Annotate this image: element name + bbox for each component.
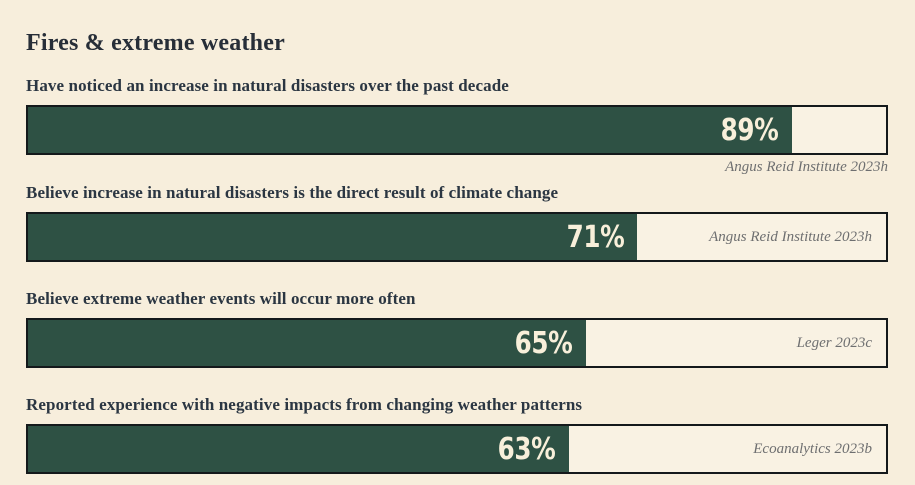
bar-fill: 71%	[28, 214, 638, 260]
bar-fill: 65%	[28, 320, 586, 366]
stat-label: Reported experience with negative impact…	[26, 395, 583, 414]
stat-row-climate-change-result: Believe increase in natural disasters is…	[26, 183, 888, 262]
bar-value-label: 71%	[566, 219, 625, 255]
source-citation: Leger 2023c	[796, 334, 872, 351]
bar-value-label: 65%	[515, 325, 573, 361]
bar-remainder: Angus Reid Institute 2023h	[792, 107, 886, 153]
source-citation: Angus Reid Institute 2023h	[709, 228, 872, 245]
stat-label: Have noticed an increase in natural disa…	[26, 76, 509, 95]
stat-label: Believe increase in natural disasters is…	[26, 183, 559, 202]
bar-remainder: Leger 2023c	[586, 320, 886, 366]
stat-row-negative-impacts-experience: Reported experience with negative impact…	[26, 395, 888, 474]
bar-fill: 89%	[28, 107, 792, 153]
bar-track: 63% Ecoanalytics 2023b	[26, 424, 888, 474]
stat-row-extreme-weather-more-often: Believe extreme weather events will occu…	[26, 289, 888, 368]
bar-track: 71% Angus Reid Institute 2023h	[26, 212, 888, 262]
stat-label: Believe extreme weather events will occu…	[26, 289, 416, 308]
source-citation: Ecoanalytics 2023b	[753, 440, 872, 457]
source-citation: Angus Reid Institute 2023h	[725, 159, 888, 175]
bar-remainder: Ecoanalytics 2023b	[569, 426, 886, 472]
stat-row-natural-disasters-increase: Have noticed an increase in natural disa…	[26, 76, 888, 176]
bar-value-label: 89%	[720, 112, 779, 148]
bar-value-label: 63%	[497, 431, 556, 467]
bar-track: 89% Angus Reid Institute 2023h	[26, 105, 888, 155]
bar-remainder: Angus Reid Institute 2023h	[637, 214, 886, 260]
bar-fill: 63%	[28, 426, 569, 472]
bar-track: 65% Leger 2023c	[26, 318, 888, 368]
page-title: Fires & extreme weather	[26, 30, 285, 56]
